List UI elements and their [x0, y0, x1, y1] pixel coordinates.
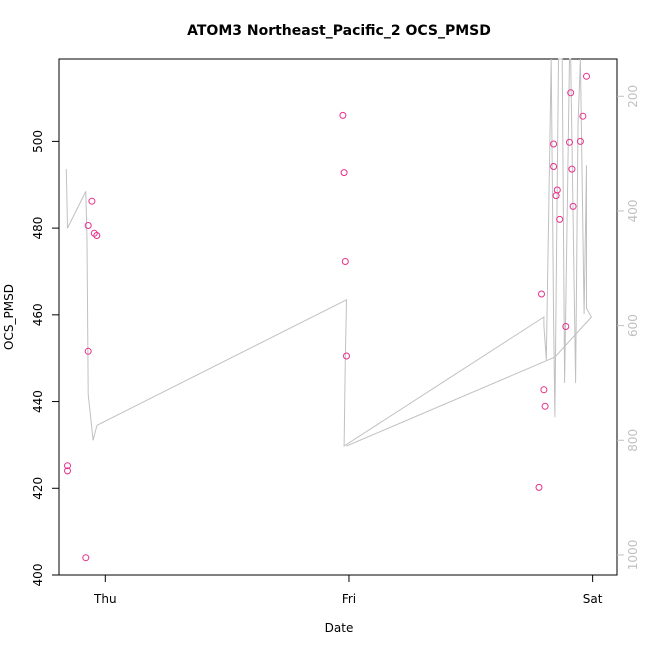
y-axis-right: 200 400 600 800 1000 [617, 85, 640, 570]
y-tick-label: 480 [31, 217, 45, 240]
y2-tick-label: 600 [626, 314, 640, 337]
data-point [569, 202, 577, 210]
data-point [552, 192, 560, 200]
data-point [535, 483, 543, 491]
x-axis-label: Date [325, 621, 354, 635]
data-point [538, 290, 545, 298]
y-axis-left: 400 420 440 460 480 500 [31, 130, 60, 587]
plot-frame [58, 58, 618, 576]
data-point [540, 386, 548, 394]
y-tick-label: 420 [31, 477, 45, 500]
data-point [88, 197, 96, 205]
data-point [93, 232, 101, 239]
y-tick-label: 440 [31, 390, 45, 413]
y2-tick-label: 400 [626, 199, 640, 222]
data-point [550, 140, 558, 148]
y2-tick-label: 1000 [626, 540, 640, 571]
data-point [64, 462, 71, 470]
y2-tick-label: 200 [626, 85, 640, 108]
y-tick-label: 400 [31, 564, 45, 587]
x-axis: Thu Fri Sat [93, 575, 603, 606]
chart-title: ATOM3 Northeast_Pacific_2 OCS_PMSD [187, 23, 491, 39]
y2-tick-label: 800 [626, 429, 640, 452]
data-point [553, 186, 561, 194]
data-point [568, 165, 576, 173]
y-axis-label: OCS_PMSD [2, 284, 16, 350]
data-point [550, 163, 558, 170]
data-point [541, 402, 549, 410]
data-point [84, 347, 92, 355]
data-point [64, 467, 71, 475]
data-point [567, 89, 575, 97]
y-tick-label: 500 [31, 130, 45, 153]
data-point [566, 138, 573, 146]
data-point [576, 137, 584, 145]
data-point [583, 72, 590, 80]
data-point [343, 352, 350, 360]
y-tick-label: 460 [31, 303, 45, 326]
data-point [82, 554, 90, 562]
data-point [84, 222, 92, 229]
series-line [65, 58, 593, 447]
line-layer [65, 58, 593, 447]
data-point [562, 323, 570, 330]
x-tick-label: Thu [93, 592, 117, 606]
data-point [340, 169, 348, 177]
x-tick-label: Sat [583, 592, 603, 606]
data-point [579, 112, 587, 120]
x-tick-label: Fri [342, 592, 356, 606]
data-point [341, 258, 349, 265]
points-layer [64, 72, 590, 562]
data-point [556, 215, 564, 223]
data-point [339, 111, 347, 119]
